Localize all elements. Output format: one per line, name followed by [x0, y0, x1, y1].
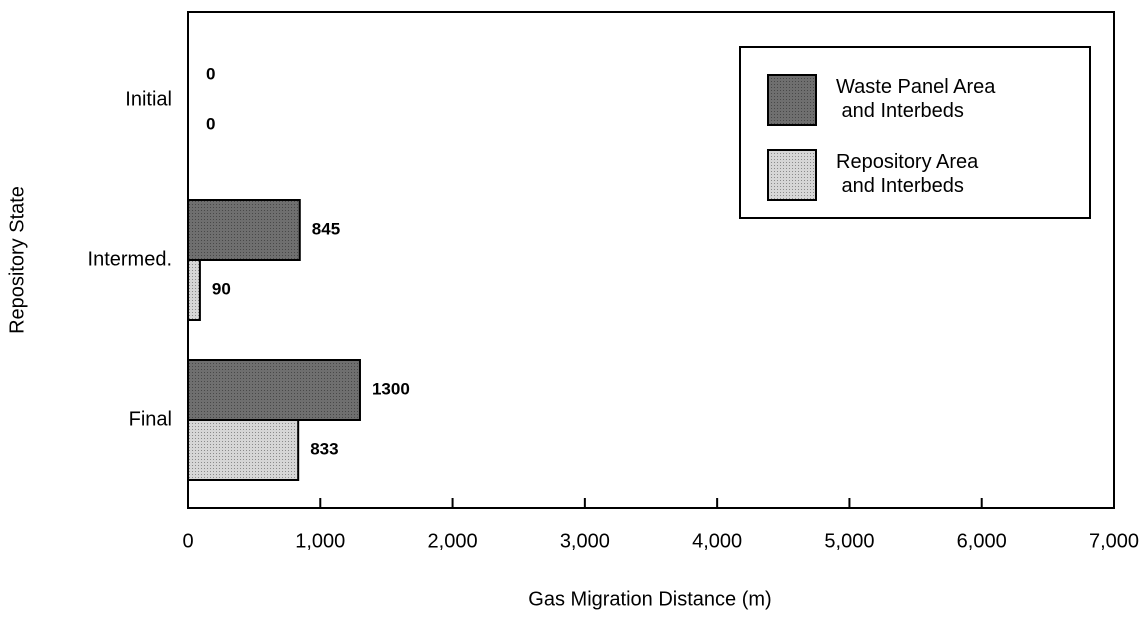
y-tick-label: Initial [125, 88, 172, 110]
value-label: 833 [310, 439, 338, 458]
legend-label: Waste Panel Area and Interbeds [836, 76, 996, 122]
x-tick-label: 2,000 [428, 530, 478, 552]
bar-texture [188, 360, 360, 420]
legend-texture [768, 75, 816, 125]
y-axis-title: Repository State [6, 186, 28, 334]
value-label: 0 [206, 114, 215, 133]
value-label: 845 [312, 219, 340, 238]
x-tick-label: 0 [182, 530, 193, 552]
bar-texture [188, 420, 299, 480]
y-tick-label: Final [129, 408, 172, 430]
x-tick-label: 6,000 [957, 530, 1007, 552]
x-tick-label: 3,000 [560, 530, 610, 552]
x-tick-label: 1,000 [295, 530, 345, 552]
x-tick-label: 4,000 [692, 530, 742, 552]
bar-texture [188, 260, 200, 320]
y-tick-label: Intermed. [88, 248, 172, 270]
value-label: 0 [206, 64, 215, 83]
value-label: 90 [212, 279, 231, 298]
value-label: 1300 [372, 379, 410, 398]
x-tick-label: 7,000 [1089, 530, 1139, 552]
x-tick-label: 5,000 [824, 530, 874, 552]
legend-texture [768, 150, 816, 200]
bar-texture [188, 200, 300, 260]
x-axis-title: Gas Migration Distance (m) [528, 588, 771, 610]
legend-label: Repository Area and Interbeds [836, 151, 979, 197]
